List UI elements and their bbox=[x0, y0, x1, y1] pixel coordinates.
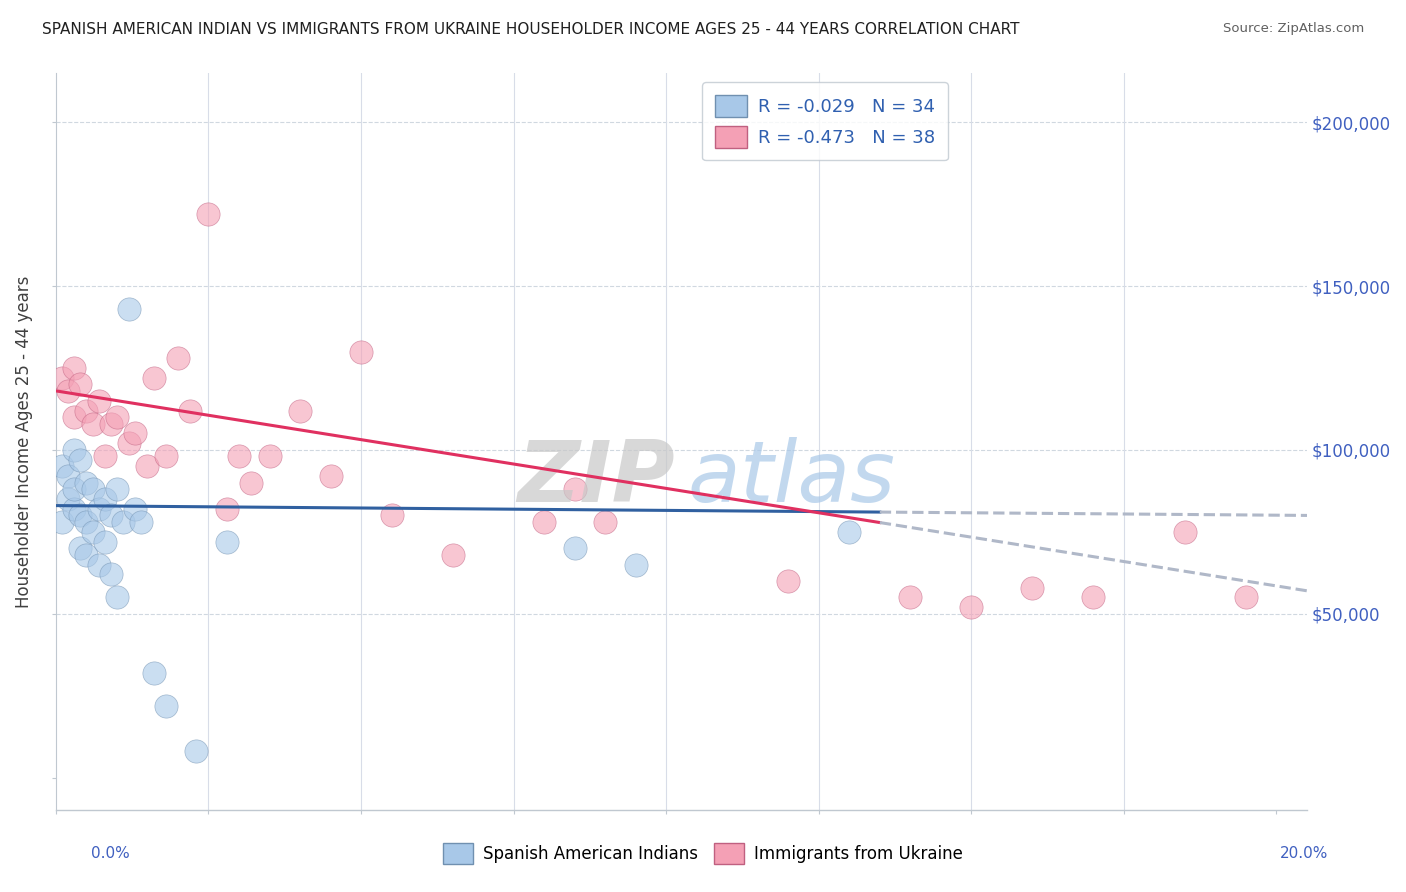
Point bbox=[51, 371, 73, 385]
Point bbox=[56, 469, 79, 483]
Point bbox=[51, 515, 73, 529]
Point bbox=[75, 548, 97, 562]
Point bbox=[167, 351, 190, 365]
Point bbox=[838, 524, 860, 539]
Point bbox=[118, 436, 141, 450]
Point bbox=[564, 541, 586, 556]
Point bbox=[82, 417, 104, 431]
Point bbox=[105, 482, 128, 496]
Text: SPANISH AMERICAN INDIAN VS IMMIGRANTS FROM UKRAINE HOUSEHOLDER INCOME AGES 25 - : SPANISH AMERICAN INDIAN VS IMMIGRANTS FR… bbox=[42, 22, 1019, 37]
Point bbox=[75, 515, 97, 529]
Point bbox=[63, 501, 86, 516]
Point bbox=[179, 403, 201, 417]
Point bbox=[82, 482, 104, 496]
Point bbox=[136, 459, 159, 474]
Point bbox=[197, 207, 219, 221]
Point bbox=[87, 501, 110, 516]
Point bbox=[215, 501, 238, 516]
Point bbox=[898, 591, 921, 605]
Point bbox=[112, 515, 135, 529]
Point bbox=[240, 475, 263, 490]
Point bbox=[381, 508, 404, 523]
Point bbox=[87, 558, 110, 572]
Point bbox=[155, 450, 177, 464]
Point bbox=[63, 442, 86, 457]
Point bbox=[63, 410, 86, 425]
Point bbox=[118, 301, 141, 316]
Point bbox=[564, 482, 586, 496]
Point bbox=[1083, 591, 1105, 605]
Point bbox=[93, 491, 115, 506]
Point bbox=[131, 515, 153, 529]
Point bbox=[1174, 524, 1197, 539]
Point bbox=[75, 475, 97, 490]
Point bbox=[56, 491, 79, 506]
Point bbox=[228, 450, 250, 464]
Point bbox=[1234, 591, 1257, 605]
Legend: R = -0.029   N = 34, R = -0.473   N = 38: R = -0.029 N = 34, R = -0.473 N = 38 bbox=[702, 82, 948, 161]
Text: ZIP: ZIP bbox=[517, 437, 675, 520]
Point bbox=[155, 698, 177, 713]
Point bbox=[288, 403, 311, 417]
Text: atlas: atlas bbox=[688, 437, 896, 520]
Point bbox=[69, 452, 91, 467]
Point bbox=[259, 450, 281, 464]
Point bbox=[319, 469, 342, 483]
Point bbox=[51, 459, 73, 474]
Point bbox=[186, 744, 208, 758]
Point bbox=[69, 541, 91, 556]
Point bbox=[93, 450, 115, 464]
Point bbox=[960, 600, 983, 615]
Point bbox=[105, 591, 128, 605]
Point bbox=[69, 377, 91, 392]
Point bbox=[100, 567, 122, 582]
Text: Source: ZipAtlas.com: Source: ZipAtlas.com bbox=[1223, 22, 1364, 36]
Point bbox=[778, 574, 800, 588]
Point bbox=[56, 384, 79, 398]
Point bbox=[124, 501, 146, 516]
Point bbox=[142, 371, 165, 385]
Point bbox=[533, 515, 555, 529]
Point bbox=[624, 558, 647, 572]
Point bbox=[75, 403, 97, 417]
Point bbox=[142, 665, 165, 680]
Text: 20.0%: 20.0% bbox=[1281, 847, 1329, 861]
Point bbox=[105, 410, 128, 425]
Y-axis label: Householder Income Ages 25 - 44 years: Householder Income Ages 25 - 44 years bbox=[15, 276, 32, 607]
Point bbox=[593, 515, 616, 529]
Legend: Spanish American Indians, Immigrants from Ukraine: Spanish American Indians, Immigrants fro… bbox=[436, 837, 970, 871]
Point bbox=[69, 508, 91, 523]
Point bbox=[1021, 581, 1043, 595]
Point bbox=[93, 534, 115, 549]
Point bbox=[441, 548, 464, 562]
Point bbox=[350, 344, 373, 359]
Point bbox=[63, 482, 86, 496]
Text: 0.0%: 0.0% bbox=[91, 847, 131, 861]
Point bbox=[63, 360, 86, 375]
Point bbox=[82, 524, 104, 539]
Point bbox=[87, 393, 110, 408]
Point bbox=[215, 534, 238, 549]
Point bbox=[100, 417, 122, 431]
Point bbox=[124, 426, 146, 441]
Point bbox=[100, 508, 122, 523]
